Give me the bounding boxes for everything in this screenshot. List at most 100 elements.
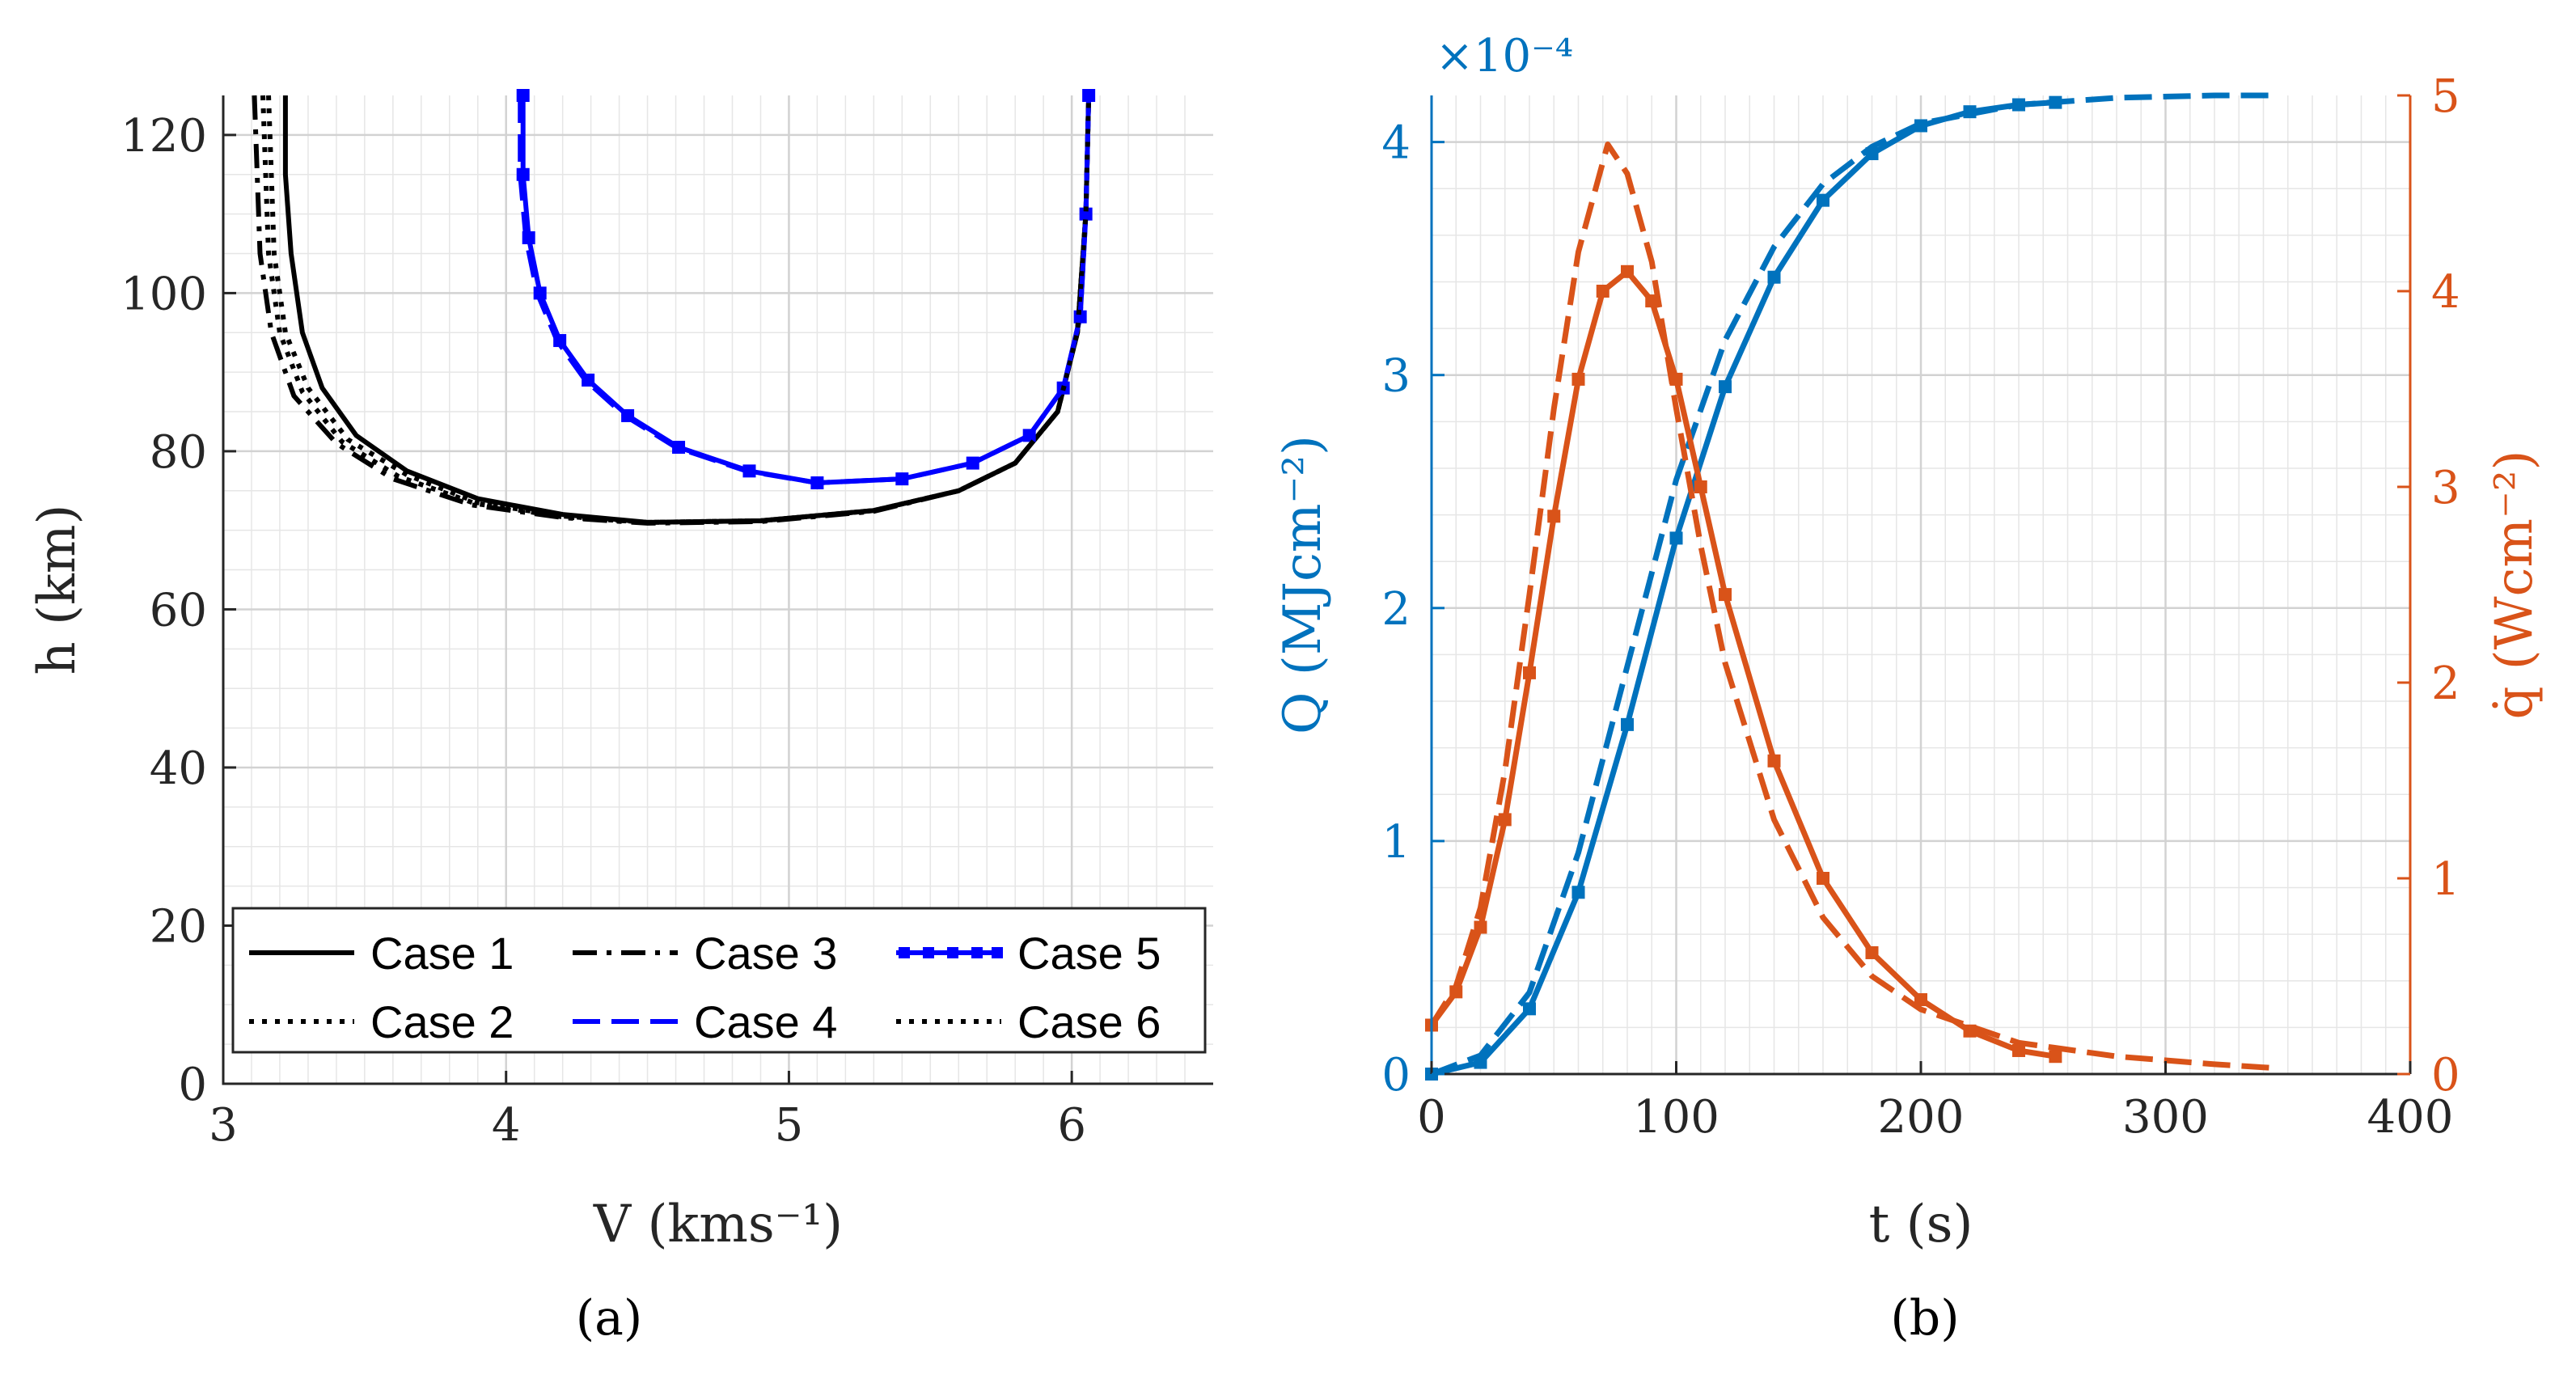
panel-b-series-4-marker-17 [1963, 1024, 1977, 1038]
panel-b-series-4-marker-5 [1547, 510, 1561, 523]
panel-a-x-tick-label: 4 [492, 1099, 521, 1152]
panel-a-series-5-marker-8 [742, 464, 756, 478]
panel-a-x-tick-label: 3 [209, 1099, 238, 1152]
panel-a-legend-label: Case 1 [370, 928, 514, 979]
panel-a-y-tick-label: 0 [178, 1059, 207, 1111]
panel-a-series-5-marker-3 [533, 286, 547, 300]
panel-a-legend-label: Case 4 [694, 996, 837, 1047]
panel-b-series-1 [1430, 92, 2276, 1077]
panel-a-series-3 [252, 95, 1092, 526]
panel-b-series-2-marker-10 [1914, 119, 1927, 133]
panel-a-legend-label: Case 5 [1017, 928, 1161, 979]
panel-b-left-tick-label: 1 [1381, 816, 1411, 869]
panel-b-series-4-marker-19 [2049, 1050, 2062, 1064]
panel-b-series-2-marker-2 [1523, 1002, 1536, 1016]
panel-b-series [1425, 92, 2276, 1081]
panel-a-series-5-marker-9 [810, 476, 824, 490]
panel-a-legend-swatch-marker [899, 947, 910, 958]
panel-a-legend-swatch-marker [923, 947, 934, 958]
panel-b-series-2-marker-1 [1474, 1055, 1487, 1069]
panel-b-left-axis-label: Q (MJcm⁻²) [1273, 435, 1333, 734]
panel-b-right-tick-label: 2 [2431, 658, 2460, 710]
panel-b-series-2-marker-4 [1621, 717, 1634, 731]
panel-a-series-6 [260, 95, 1092, 525]
panel-a-y-tick-label: 20 [150, 900, 207, 953]
panel-b-left-tick-label: 4 [1381, 117, 1411, 170]
panel-a-series-5-marker-15 [1079, 207, 1093, 221]
panel-a-legend-item-2: Case 2 [249, 996, 514, 1047]
panel-a-x-axis-label: V (kms⁻¹) [593, 1195, 843, 1254]
panel-a-legend-label: Case 2 [370, 996, 514, 1047]
panel-b-x-tick-label: 200 [1878, 1091, 1965, 1144]
panel-b-series-4-marker-13 [1767, 754, 1781, 768]
panel-a-series-5-marker-4 [553, 334, 567, 348]
panel-b-series-4-marker-14 [1817, 872, 1829, 885]
panel-a-series-5-marker-6 [621, 408, 635, 422]
panel-a-x-tick-label: 6 [1057, 1099, 1086, 1152]
panel-a-legend-item-5: Case 5 [896, 928, 1161, 979]
panel-b-x-axis-label: t (s) [1869, 1195, 1973, 1254]
panel-b-series-4-marker-16 [1914, 993, 1927, 1007]
panel-b-series-2 [1431, 99, 2056, 1077]
panel-b-series-2-marker-12 [2012, 98, 2025, 112]
panel-b-series-2-marker-9 [1865, 147, 1879, 161]
panel-b-series-4-marker-6 [1571, 372, 1585, 386]
panel-b-series-4-marker-1 [1449, 985, 1463, 999]
panel-a-legend-item-1: Case 1 [249, 928, 514, 979]
panel-a-legend-item-4: Case 4 [573, 996, 837, 1047]
panel-b-left-tick-label: 0 [1381, 1049, 1411, 1102]
panel-b-right-tick-label: 3 [2431, 462, 2460, 514]
panel-a-series-5-marker-11 [966, 456, 979, 470]
panel-b-series-2-marker-5 [1669, 531, 1683, 545]
panel-b-x-tick-label: 400 [2367, 1091, 2454, 1144]
panel-a-y-tick-label: 40 [150, 742, 207, 795]
panel-a-y-axis-label: h (km) [27, 505, 87, 675]
panel-b-right-tick-label: 1 [2431, 853, 2460, 906]
panel-b-series-4-marker-4 [1523, 666, 1536, 679]
panel-b-x-tick-label: 300 [2122, 1091, 2209, 1144]
panel-b-series-2-marker-8 [1817, 193, 1829, 207]
panel-b-series-4-marker-12 [1719, 588, 1732, 602]
panel-b-series-2-markers [1425, 95, 2062, 1081]
panel-b-right-tick-label: 0 [2431, 1049, 2460, 1102]
panel-a-series-5-marker-5 [582, 373, 595, 387]
panel-b-series-4-marker-7 [1596, 285, 1609, 298]
panel-a-series-5-marker-12 [1022, 429, 1036, 442]
panel-a-x-tick-label: 5 [775, 1099, 804, 1152]
panel-b-series-2-marker-3 [1571, 886, 1585, 899]
panel-b-right-tick-label: 5 [2431, 70, 2460, 123]
panel-a-series-5-marker-16 [1082, 89, 1096, 102]
panel-b-series-4-marker-11 [1694, 480, 1707, 493]
panel-a-y-tick-label: 60 [150, 584, 207, 637]
panel-b-left-tick-label: 2 [1381, 583, 1411, 636]
panel-a-series-5-marker-10 [895, 472, 909, 486]
panel-b-x-tick-label: 100 [1633, 1091, 1719, 1144]
panel-b-series-4-marker-2 [1474, 920, 1487, 934]
panel-a-legend-swatch-marker [947, 947, 958, 958]
panel-b-right-axis-label: q̇ (Wcm⁻²) [2485, 450, 2544, 720]
panel-a-legend-item-3: Case 3 [573, 928, 837, 979]
panel-a-series-5-marker-2 [522, 230, 535, 244]
panel-b-series-2-marker-13 [2049, 95, 2062, 109]
panel-a-legend-label: Case 3 [694, 928, 837, 979]
panel-b-series-4 [1429, 269, 2056, 1059]
panel-a-legend-swatch-marker [971, 947, 983, 958]
panel-a-series-5-marker-1 [516, 167, 530, 181]
panel-b-series-2-marker-11 [1963, 105, 1977, 119]
panel-a-legend-swatch-marker [992, 947, 1003, 958]
panel-b-left-tick-label: 3 [1381, 350, 1411, 403]
panel-a-y-tick-label: 80 [150, 426, 207, 479]
panel-b-series-4-marker-15 [1865, 945, 1879, 959]
panel-a-series-4 [518, 95, 1092, 485]
panel-b-series-3 [1429, 142, 2276, 1072]
panel-a-legend: Case 1 Case 3 Case 5 Case 2 Case 4 Case 6 [231, 907, 1207, 1054]
panel-b-series-4-marker-9 [1645, 294, 1659, 308]
panel-b-series-2-marker-6 [1719, 380, 1732, 394]
caption-b: (b) [1890, 1290, 1959, 1347]
panel-b-series-4-marker-10 [1669, 372, 1683, 386]
